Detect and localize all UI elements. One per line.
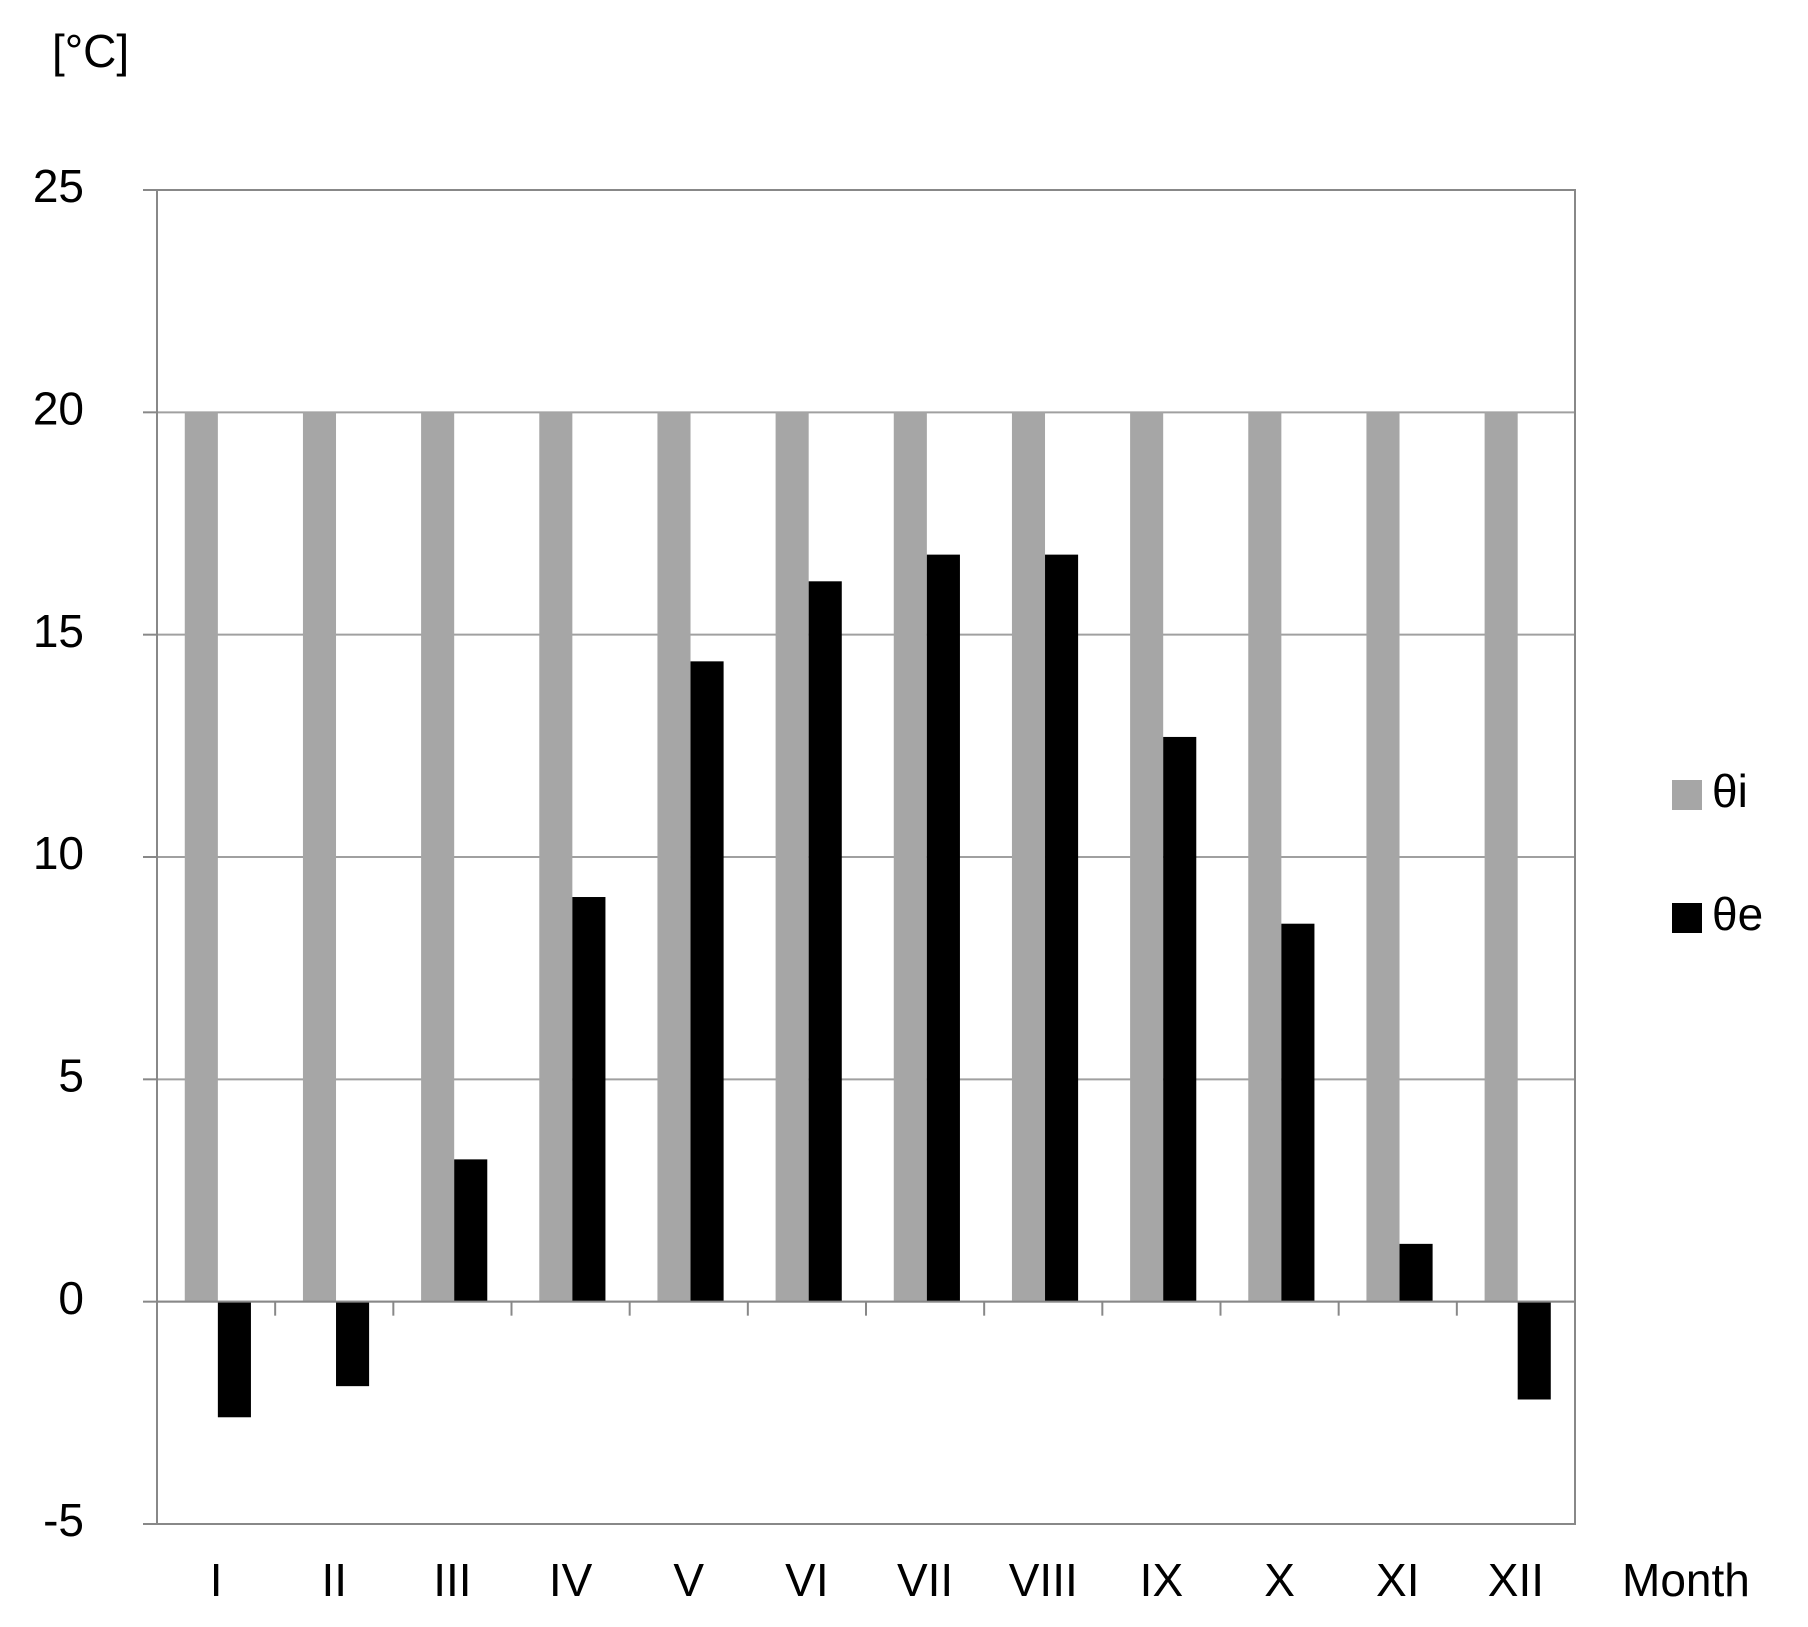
x-tick-label: IX bbox=[1140, 1554, 1183, 1606]
bar bbox=[1484, 412, 1518, 1302]
x-tick-label: X bbox=[1264, 1554, 1295, 1606]
bar bbox=[1163, 736, 1197, 1302]
bar bbox=[1130, 412, 1164, 1302]
bar bbox=[1517, 1301, 1551, 1400]
bar bbox=[775, 412, 809, 1302]
y-axis-label: [°C] bbox=[52, 25, 129, 77]
y-tick-label: 5 bbox=[58, 1049, 84, 1101]
bar bbox=[1248, 412, 1282, 1302]
x-axis-label: Month bbox=[1622, 1554, 1750, 1606]
x-tick-label: VII bbox=[897, 1554, 953, 1606]
x-tick-label: VIII bbox=[1009, 1554, 1078, 1606]
bar bbox=[572, 897, 606, 1302]
y-tick-label: 0 bbox=[58, 1272, 84, 1324]
bar bbox=[690, 661, 724, 1302]
bar bbox=[893, 412, 927, 1302]
x-tick-label: VI bbox=[785, 1554, 828, 1606]
x-tick-label: XII bbox=[1488, 1554, 1544, 1606]
legend-label: θi bbox=[1712, 765, 1748, 817]
bar bbox=[184, 412, 218, 1302]
y-tick-label: 20 bbox=[33, 382, 84, 434]
bar bbox=[302, 412, 337, 1302]
x-tick-label: XI bbox=[1376, 1554, 1419, 1606]
bar bbox=[808, 581, 842, 1302]
legend-swatch bbox=[1672, 780, 1702, 810]
x-tick-label: IV bbox=[549, 1554, 593, 1606]
plot-border bbox=[156, 189, 1576, 1525]
bar bbox=[926, 554, 960, 1302]
bar bbox=[421, 412, 455, 1302]
bar bbox=[1045, 554, 1079, 1302]
bar bbox=[1281, 923, 1315, 1302]
bar bbox=[539, 412, 573, 1302]
y-tick-label: -5 bbox=[43, 1494, 84, 1546]
y-tick-label: 15 bbox=[33, 605, 84, 657]
bar bbox=[1011, 412, 1046, 1302]
legend-label: θe bbox=[1712, 888, 1763, 940]
bar bbox=[454, 1159, 488, 1302]
y-tick-label: 25 bbox=[33, 160, 84, 212]
bar bbox=[217, 1301, 251, 1418]
bar bbox=[336, 1301, 370, 1387]
bar bbox=[657, 412, 691, 1302]
legend-swatch bbox=[1672, 903, 1702, 933]
x-tick-label: III bbox=[433, 1554, 471, 1606]
y-tick-label: 10 bbox=[33, 827, 84, 879]
x-tick-label: I bbox=[210, 1554, 223, 1606]
x-tick-label: II bbox=[321, 1554, 347, 1606]
x-tick-label: V bbox=[673, 1554, 704, 1606]
bar bbox=[1366, 412, 1400, 1302]
bar bbox=[1399, 1243, 1433, 1302]
